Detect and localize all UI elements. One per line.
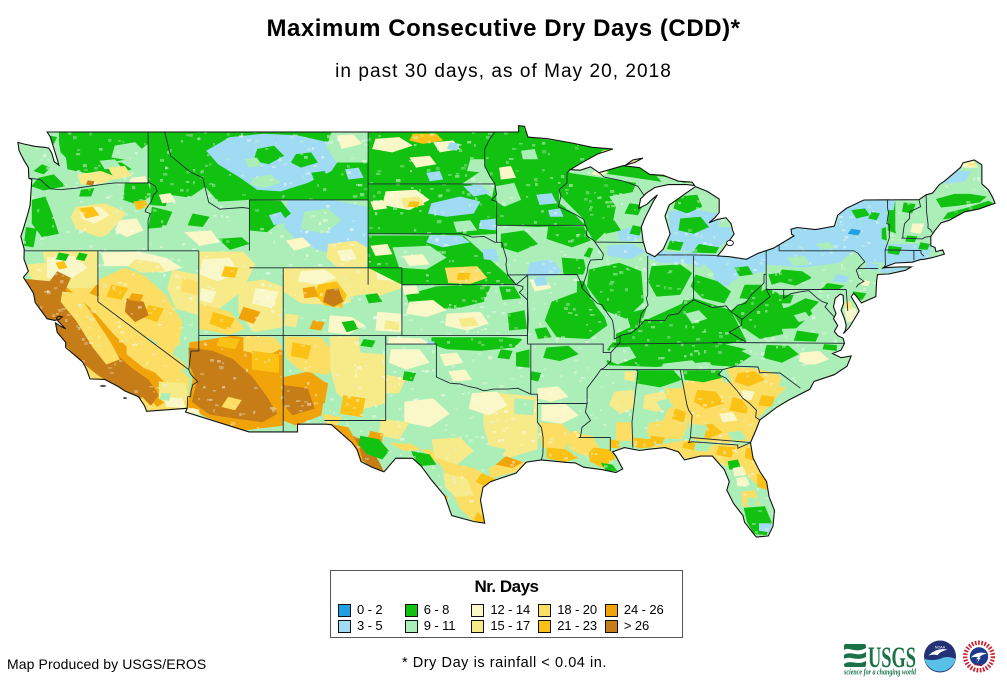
svg-text:science for a changing world: science for a changing world — [843, 668, 917, 677]
svg-text:NOAA: NOAA — [935, 646, 946, 650]
svg-text:USGS: USGS — [868, 641, 916, 674]
